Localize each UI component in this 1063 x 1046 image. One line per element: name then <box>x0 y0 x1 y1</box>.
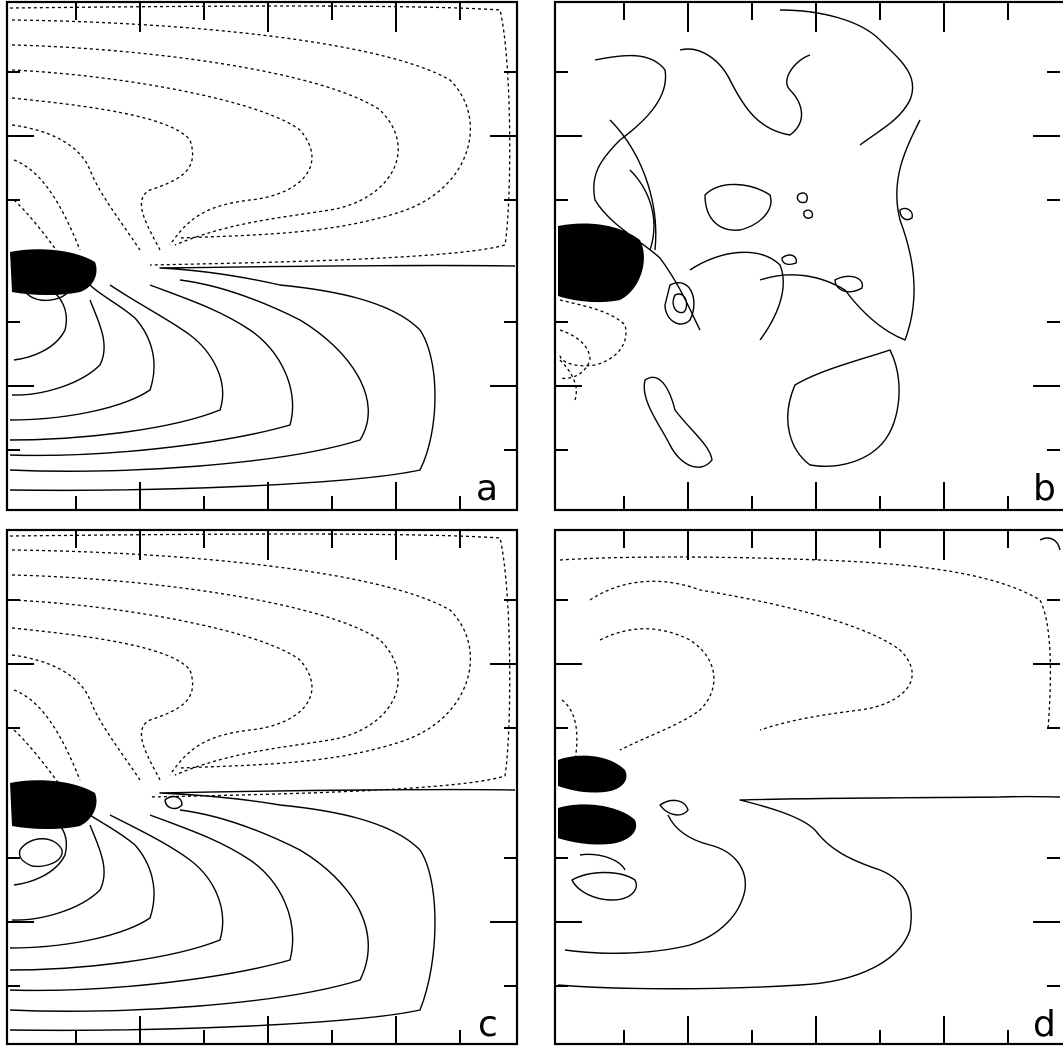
panel-b-contours <box>593 9 921 468</box>
panel-d: d <box>553 528 1063 1046</box>
panel-c-contour-cluster <box>10 780 97 829</box>
panel-a-contour-cluster <box>10 249 97 295</box>
panel-a-frame <box>5 0 519 512</box>
panel-b-frame <box>553 0 1063 512</box>
panel-c-negative-contours <box>9 533 511 798</box>
panel-c: c <box>5 528 519 1046</box>
panel-b-label: b <box>1033 468 1056 509</box>
panel-b-contour-cluster <box>558 223 644 303</box>
panel-a-positive-contours <box>9 264 516 492</box>
panel-d-ticks <box>555 530 1060 1044</box>
panel-a-label: a <box>476 468 498 509</box>
panel-b-negative-contours <box>559 299 627 401</box>
panel-b-ticks <box>555 2 1060 510</box>
panel-a: a <box>5 0 519 512</box>
panel-c-positive-contours <box>9 788 516 1032</box>
panel-c-label: c <box>478 1004 498 1045</box>
panel-a-ticks <box>7 2 517 510</box>
panel-d-positive-contours <box>557 537 1061 990</box>
panel-d-contour-cluster-lower <box>558 804 637 845</box>
panel-a-negative-contours <box>9 5 511 266</box>
panel-d-contour-cluster-upper <box>558 755 627 793</box>
panel-d-frame <box>553 528 1063 1046</box>
panel-b: b <box>553 0 1063 512</box>
panel-d-label: d <box>1033 1004 1056 1045</box>
panel-c-frame <box>5 528 519 1046</box>
panel-d-negative-contours <box>559 556 1052 761</box>
